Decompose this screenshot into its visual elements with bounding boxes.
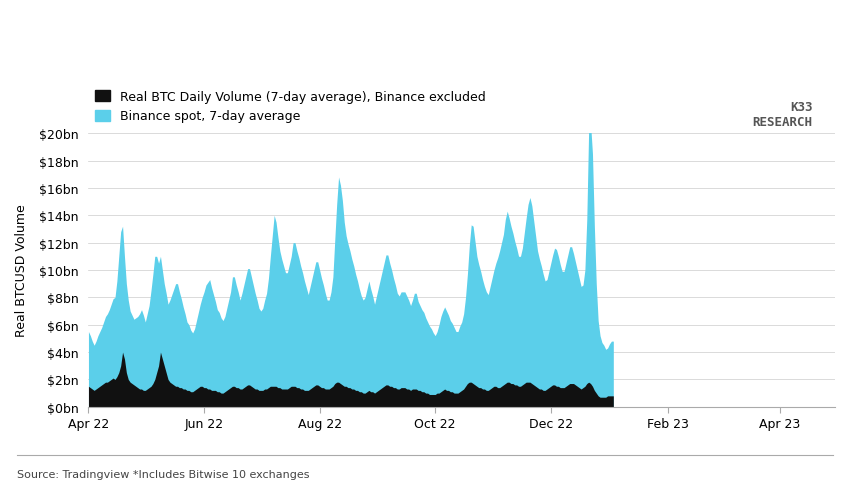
Text: Source: Tradingview *Includes Bitwise 10 exchanges: Source: Tradingview *Includes Bitwise 10… [17, 469, 309, 479]
Legend: Real BTC Daily Volume (7-day average), Binance excluded, Binance spot, 7-day ave: Real BTC Daily Volume (7-day average), B… [94, 91, 485, 123]
Text: K33
RESEARCH: K33 RESEARCH [752, 101, 813, 129]
Y-axis label: Real BTCUSD Volume: Real BTCUSD Volume [15, 204, 28, 337]
